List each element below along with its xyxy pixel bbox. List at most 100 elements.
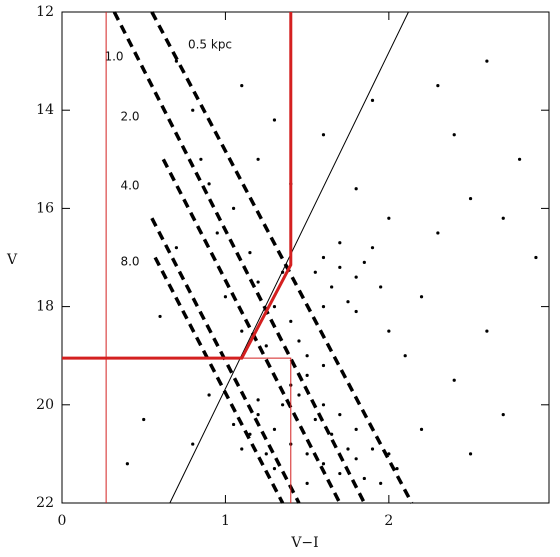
x-axis-label: V−I: [290, 535, 318, 551]
star-point: [207, 393, 211, 397]
star-point: [387, 216, 391, 220]
star-point: [297, 339, 301, 343]
star-point: [468, 452, 473, 456]
x-tick-label: 1: [221, 513, 230, 529]
star-point: [395, 467, 399, 471]
star-point: [256, 157, 260, 161]
star-point: [321, 363, 326, 368]
star-point: [231, 206, 236, 210]
star-point: [338, 471, 342, 476]
star-point: [338, 241, 342, 245]
star-point: [436, 84, 440, 88]
star-point: [256, 280, 260, 284]
x-tick-label: 2: [384, 513, 393, 529]
star-point: [354, 457, 358, 461]
star-point: [338, 413, 342, 417]
star-point: [207, 182, 211, 186]
distance-line: [112, 11, 366, 504]
star-point: [191, 108, 195, 112]
star-point: [215, 231, 219, 235]
star-point: [272, 118, 277, 122]
star-point: [330, 285, 334, 289]
star-point: [223, 295, 228, 299]
distance-label: 8.0: [120, 255, 139, 269]
plot-frame: [61, 11, 550, 504]
star-point: [321, 133, 326, 137]
star-point: [485, 329, 489, 333]
star-point: [321, 403, 326, 407]
star-point: [231, 422, 236, 427]
star-point: [501, 216, 505, 220]
star-point: [240, 84, 244, 88]
star-point: [436, 231, 440, 235]
star-point: [248, 250, 252, 255]
star-point: [297, 393, 301, 397]
star-point: [321, 255, 326, 260]
star-point: [281, 403, 285, 407]
y-tick-label: 12: [36, 4, 54, 20]
distance-line: [161, 158, 342, 504]
star-point: [354, 427, 358, 431]
star-point: [346, 447, 350, 451]
star-point: [354, 275, 358, 279]
star-point: [517, 157, 522, 161]
star-point: [256, 413, 260, 417]
star-point: [321, 462, 326, 466]
star-point: [264, 344, 268, 348]
star-point: [305, 452, 309, 456]
star-point: [387, 329, 391, 333]
star-point: [403, 354, 407, 358]
star-point: [485, 59, 489, 63]
star-point: [362, 260, 366, 265]
star-point: [370, 447, 375, 451]
star-point: [272, 427, 277, 431]
selection-line: [62, 12, 293, 360]
distance-label: 2.0: [120, 110, 139, 124]
star-point: [419, 295, 424, 299]
distance-label: 1.0: [104, 50, 123, 64]
star-point: [370, 98, 375, 102]
star-point: [452, 133, 456, 137]
star-point: [379, 481, 383, 485]
star-point: [174, 246, 178, 250]
star-point: [240, 329, 244, 333]
y-tick-label: 20: [36, 397, 54, 413]
star-point: [191, 442, 195, 446]
distance-line: [150, 11, 414, 504]
star-point: [272, 305, 277, 309]
star-point: [354, 309, 358, 314]
y-tick-label: 18: [36, 299, 54, 315]
star-point: [289, 319, 293, 323]
star-point: [199, 157, 203, 161]
star-point: [142, 417, 146, 422]
distance-label: 4.0: [120, 179, 139, 193]
star-point: [468, 196, 473, 201]
star-point: [305, 354, 309, 358]
star-point: [419, 427, 424, 431]
star-point: [272, 467, 277, 471]
selection-line: [241, 357, 292, 503]
star-point: [158, 314, 162, 319]
star-point: [346, 300, 350, 304]
x-tick-label: 0: [58, 513, 67, 529]
star-point: [379, 285, 383, 289]
y-tick-label: 16: [36, 200, 54, 216]
star-point: [354, 187, 358, 191]
reference-line: [169, 11, 409, 504]
star-point: [240, 447, 244, 451]
distance-line: [153, 256, 285, 504]
star-point: [338, 265, 342, 269]
y-tick-label: 14: [36, 102, 54, 118]
star-point: [501, 413, 505, 417]
star-point: [321, 305, 326, 309]
star-point: [264, 452, 268, 456]
star-point: [305, 373, 309, 377]
star-point: [125, 462, 129, 466]
distance-line: [150, 217, 301, 504]
star-point: [370, 246, 375, 250]
star-point: [362, 476, 366, 481]
star-point: [313, 270, 317, 274]
star-point: [534, 255, 538, 260]
y-tick-label: 22: [36, 495, 54, 511]
